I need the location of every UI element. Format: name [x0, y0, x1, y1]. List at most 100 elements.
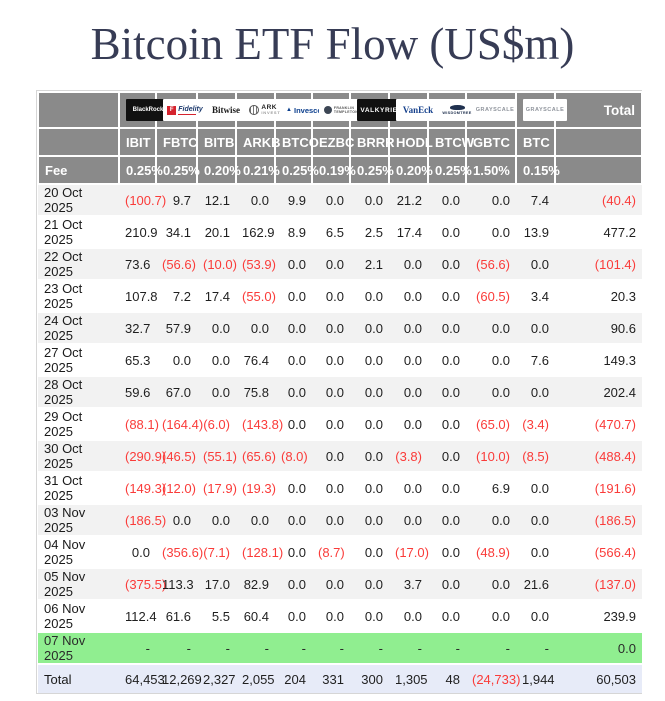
value-cell: - [312, 631, 350, 664]
row-total-cell: (40.4) [555, 183, 642, 216]
valkyrie-logo: VALKYRIE [357, 99, 401, 121]
total-column-header: Total [554, 91, 643, 129]
value-cell: 0.0 [312, 407, 350, 440]
franklin-header-cell: FRANKLIN TEMPLETON [311, 91, 363, 129]
grayscale-wordmark: GRAYSCALE [475, 107, 515, 113]
date-cell: 20 Oct 2025 [38, 183, 119, 216]
value-cell: 0.0 [389, 599, 428, 632]
value-cell: 0.0 [312, 247, 350, 280]
column-total-cell: 2,055 [236, 663, 275, 693]
value-cell: 0.0 [428, 535, 466, 568]
value-cell: 0.0 [350, 439, 389, 472]
blackrock-wordmark: BlackRock [132, 107, 164, 113]
value-cell: 0.0 [275, 599, 312, 632]
value-cell: 0.0 [236, 183, 275, 216]
bitwise-logo: Bitwise [204, 99, 248, 121]
value-cell: 0.0 [466, 215, 516, 248]
value-cell: 0.0 [236, 311, 275, 344]
value-cell: 0.0 [428, 471, 466, 504]
value-cell: 0.0 [275, 407, 312, 440]
row-total-cell: 149.3 [555, 343, 642, 376]
value-cell: (149.3) [119, 471, 166, 504]
table-row: 05 Nov 2025 (375.5) 113.3 17.0 82.9 0.0 0.0 0.0… [38, 567, 642, 600]
table-row: 22 Oct 2025 73.6 (56.6) (10.0) (53.9) 0.0 0.0 2… [38, 247, 642, 280]
value-cell: 0.0 [275, 535, 312, 568]
value-cell: 0.0 [428, 567, 466, 600]
table-row: 31 Oct 2025 (149.3) (12.0) (17.9) (19.3) 0.0 0… [38, 471, 642, 504]
ticker-ibit: IBIT [118, 127, 157, 157]
ticker-row: IBIT FBTC BITB ARKB BTCO EZBC BRRR HODL BTCW GBTC… [37, 127, 643, 157]
value-cell: 0.0 [466, 183, 516, 216]
ticker-btco: BTCO [274, 127, 319, 157]
ticker-corner-cell [37, 127, 120, 157]
ark-name: ARK [261, 103, 277, 111]
value-cell: 8.9 [275, 215, 312, 248]
value-cell: 0.0 [428, 343, 466, 376]
value-cell: (46.5) [156, 439, 197, 472]
row-total-cell: 477.2 [555, 215, 642, 248]
ticker-hodl: HODL [388, 127, 433, 157]
valkyrie-header-cell: VALKYRIE [349, 91, 401, 129]
value-cell: 0.0 [275, 311, 312, 344]
value-cell: 76.4 [236, 343, 275, 376]
grayscale-logo: GRAYSCALE [523, 99, 567, 121]
value-cell: 0.0 [275, 567, 312, 600]
bitwise-header-cell: Bitwise [196, 91, 248, 129]
column-total-cell: 2,327 [197, 663, 236, 693]
value-cell: 0.0 [350, 471, 389, 504]
value-cell: 0.0 [275, 247, 312, 280]
value-cell: 0.0 [428, 375, 466, 408]
value-cell: 17.0 [197, 567, 236, 600]
value-cell: (3.4) [516, 407, 555, 440]
wisdomtree-tree-icon [449, 105, 465, 110]
date-cell: 27 Oct 2025 [38, 343, 119, 376]
table-row: 21 Oct 2025 210.9 34.1 20.1 162.9 8.9 6.5 2.5 17… [38, 215, 642, 248]
value-cell: 0.0 [516, 471, 555, 504]
value-cell: 0.0 [389, 343, 428, 376]
value-cell: 0.0 [312, 343, 350, 376]
date-cell: 07 Nov 2025 [38, 631, 119, 664]
value-cell: 0.0 [350, 535, 389, 568]
value-cell: 34.1 [156, 215, 197, 248]
value-cell: 0.0 [350, 311, 389, 344]
value-cell: 0.0 [389, 471, 428, 504]
invesco-logo: ▲ Invesco [282, 99, 326, 121]
fee-btcw: 0.25% [427, 155, 472, 185]
value-cell: - [275, 631, 312, 664]
date-cell: 22 Oct 2025 [38, 247, 119, 280]
fee-total-cell [554, 155, 643, 185]
fee-row-label: Fee [37, 155, 120, 185]
value-cell: 6.5 [312, 215, 350, 248]
value-cell: 75.8 [236, 375, 275, 408]
value-cell: 0.0 [428, 247, 466, 280]
value-cell: - [516, 631, 555, 664]
invesco-wordmark: Invesco [294, 105, 322, 115]
value-cell: 0.0 [428, 599, 466, 632]
date-cell: 31 Oct 2025 [38, 471, 119, 504]
value-cell: 59.6 [119, 375, 156, 408]
row-total-cell: 90.6 [555, 311, 642, 344]
totals-label-cell: Total [38, 663, 119, 693]
value-cell: 0.0 [350, 183, 389, 216]
table-row: 23 Oct 2025 107.8 7.2 17.4 (55.0) 0.0 0.0 0.0 0.… [38, 279, 642, 312]
value-cell: 21.2 [389, 183, 428, 216]
value-cell: 67.0 [156, 375, 197, 408]
fee-bitb: 0.20% [196, 155, 241, 185]
grayscale-logo: GRAYSCALE [473, 99, 517, 121]
value-cell: (8.5) [516, 439, 555, 472]
value-cell: 107.8 [119, 279, 158, 312]
value-cell: (56.6) [466, 247, 516, 280]
value-cell: 0.0 [466, 375, 516, 408]
column-total-cell: (24,733) [466, 663, 520, 693]
fidelity-header-cell: F Fidelity [155, 91, 207, 129]
row-total-cell: (137.0) [555, 567, 642, 600]
value-cell: 60.4 [236, 599, 275, 632]
value-cell: 0.0 [312, 471, 350, 504]
table-row: 20 Oct 2025 (100.7) 9.7 12.1 0.0 9.9 0.0 0.0 21.… [38, 183, 642, 216]
value-cell: (6.0) [197, 407, 236, 440]
fee-arkb: 0.21% [235, 155, 280, 185]
ticker-btcw: BTCW [427, 127, 474, 157]
table-row: 24 Oct 2025 32.7 57.9 0.0 0.0 0.0 0.0 0.0 0.0 0.0… [38, 311, 642, 344]
ticker-bitb: BITB [196, 127, 237, 157]
value-cell: 0.0 [350, 567, 389, 600]
